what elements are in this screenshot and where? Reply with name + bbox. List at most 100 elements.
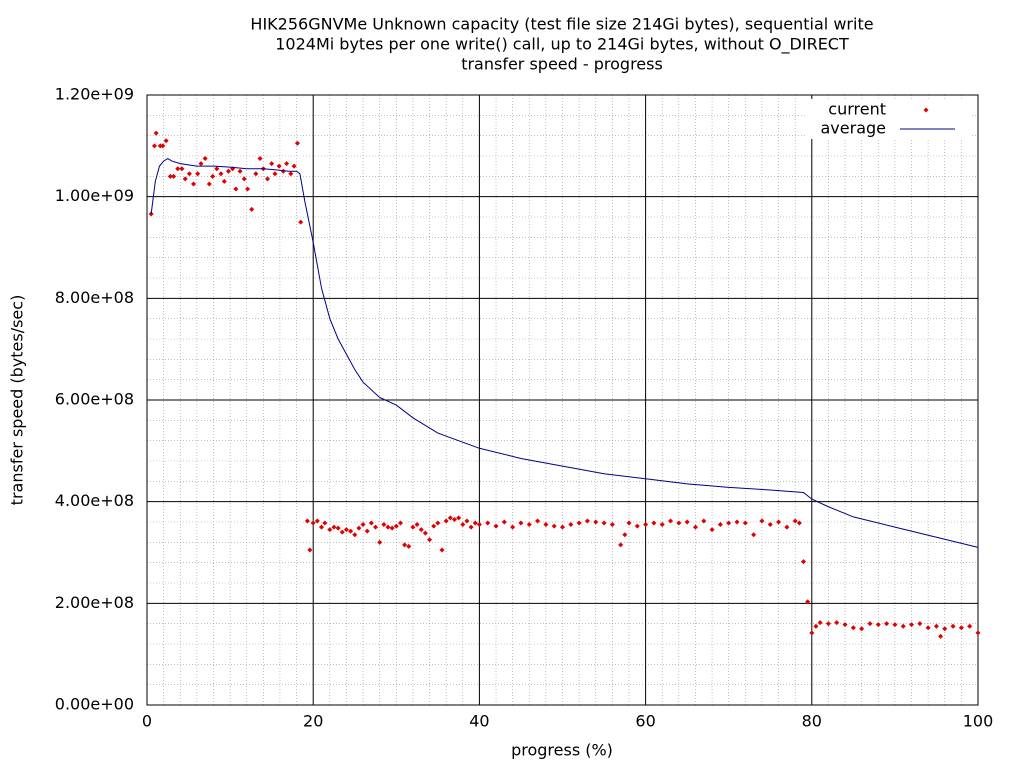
point <box>153 130 159 136</box>
point <box>182 176 188 182</box>
point <box>314 518 320 524</box>
point <box>225 168 231 174</box>
point <box>195 171 201 177</box>
point <box>805 599 811 605</box>
point <box>701 518 707 524</box>
point <box>734 519 740 525</box>
y-tick-label: 8.00e+08 <box>55 288 134 307</box>
chart-title: HIK256GNVMe Unknown capacity (test file … <box>250 15 873 34</box>
point <box>543 522 549 528</box>
point <box>909 622 915 628</box>
point <box>776 519 782 525</box>
legend-label: current <box>828 100 886 119</box>
point <box>834 620 840 626</box>
point <box>593 519 599 525</box>
point <box>451 516 457 522</box>
chart-title: transfer speed - progress <box>461 55 663 74</box>
point <box>414 522 420 528</box>
point <box>175 166 181 172</box>
point <box>393 523 399 529</box>
point <box>560 524 565 530</box>
point <box>742 520 748 526</box>
point <box>264 176 270 182</box>
point <box>900 623 906 629</box>
point <box>796 520 802 526</box>
point <box>464 518 470 524</box>
point <box>171 173 177 179</box>
point <box>938 633 944 639</box>
legend-box <box>806 99 972 139</box>
point <box>576 520 582 526</box>
point <box>245 186 251 192</box>
point <box>179 166 185 172</box>
point <box>356 525 362 531</box>
point <box>447 515 453 521</box>
point <box>272 171 278 177</box>
point <box>676 520 682 526</box>
point <box>659 522 665 528</box>
legend-label: average <box>821 119 887 138</box>
point <box>402 542 408 548</box>
point <box>339 529 345 535</box>
point <box>257 156 263 162</box>
point <box>692 524 698 530</box>
point <box>884 621 890 627</box>
point <box>867 621 873 627</box>
point <box>668 518 674 524</box>
plot-border <box>146 94 979 706</box>
point <box>310 520 316 526</box>
point <box>526 522 532 528</box>
point <box>925 625 931 631</box>
point <box>253 171 259 177</box>
point <box>406 543 412 549</box>
point <box>327 527 333 533</box>
point <box>397 520 403 526</box>
y-tick-label: 1.00e+09 <box>55 186 134 205</box>
point <box>618 542 624 548</box>
point <box>809 630 815 636</box>
x-tick-label: 20 <box>303 712 323 731</box>
point <box>709 527 715 533</box>
point <box>360 522 366 528</box>
point <box>249 206 255 212</box>
point <box>431 523 437 529</box>
point <box>331 524 337 530</box>
y-tick-label: 6.00e+08 <box>55 390 134 409</box>
point <box>298 219 304 225</box>
point <box>343 527 349 533</box>
point <box>214 166 220 172</box>
point <box>634 523 640 529</box>
point <box>850 625 856 631</box>
point <box>626 520 632 526</box>
point <box>792 518 798 524</box>
point <box>381 522 387 528</box>
point <box>651 520 657 526</box>
x-tick-label: 100 <box>963 712 994 731</box>
point <box>800 559 806 565</box>
chart-title: 1024Mi bytes per one write() call, up to… <box>275 35 849 55</box>
point <box>892 622 898 628</box>
point <box>389 525 395 531</box>
point <box>813 623 819 629</box>
point <box>535 518 541 524</box>
point <box>218 171 224 177</box>
point <box>319 524 325 530</box>
point <box>568 522 574 528</box>
point <box>460 522 466 528</box>
point <box>364 528 370 534</box>
point <box>291 163 297 169</box>
point <box>241 176 247 182</box>
point <box>551 523 557 529</box>
point <box>817 620 823 626</box>
point <box>335 525 341 531</box>
x-tick-label: 80 <box>802 712 822 731</box>
point <box>975 630 981 636</box>
point <box>717 522 723 528</box>
y-tick-label: 2.00e+08 <box>55 593 134 612</box>
point <box>294 140 300 146</box>
point <box>468 524 474 530</box>
point <box>202 156 208 162</box>
y-tick-label: 4.00e+08 <box>55 491 134 510</box>
